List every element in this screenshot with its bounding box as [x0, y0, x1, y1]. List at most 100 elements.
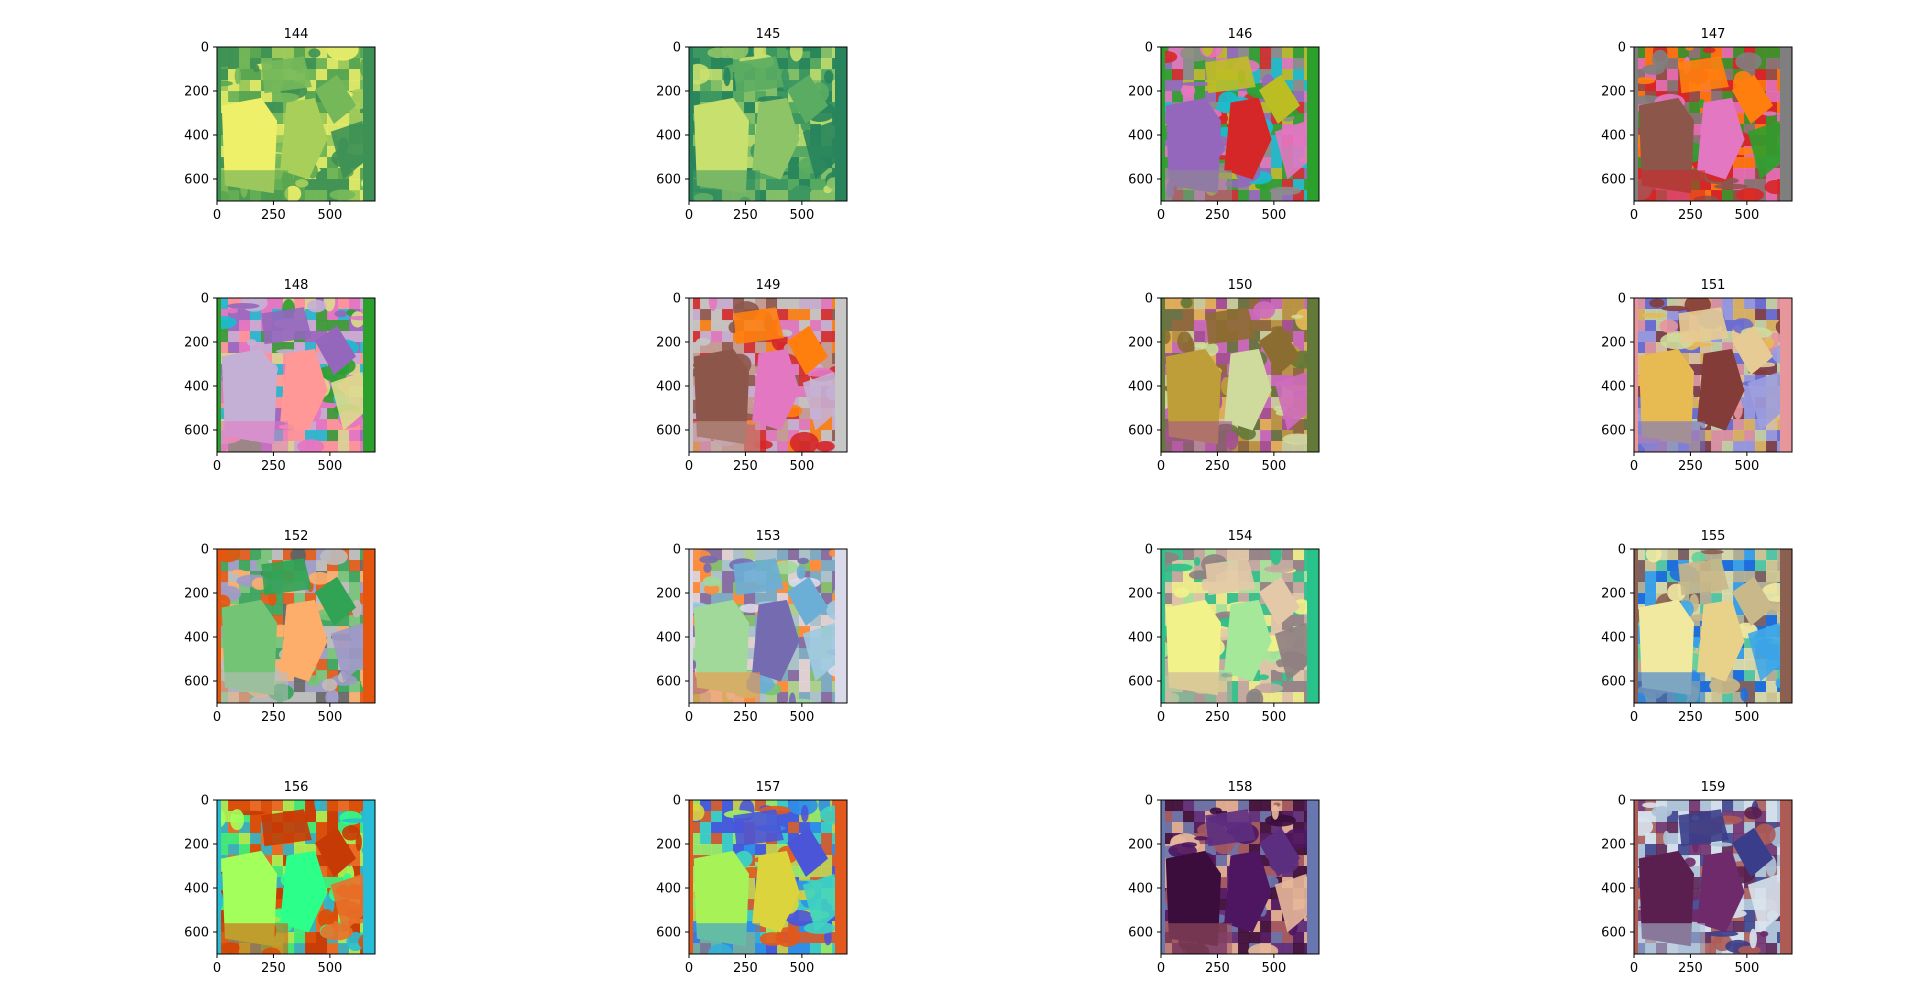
panel-image [1161, 549, 1319, 703]
y-tick-label: 200 [184, 587, 209, 602]
x-tick-label: 250 [1678, 459, 1703, 474]
x-tick-label: 250 [1678, 961, 1703, 976]
panel-title: 149 [756, 278, 781, 293]
y-tick-label: 600 [656, 424, 681, 439]
panel-title: 159 [1701, 780, 1726, 795]
panel-frame [1633, 297, 1793, 453]
panel-image [689, 298, 847, 452]
panel-title: 144 [284, 27, 309, 42]
x-tick-label: 250 [1205, 961, 1230, 976]
x-tick-label: 0 [685, 710, 693, 725]
x-tick-label: 0 [1630, 459, 1638, 474]
panel-frame [1633, 548, 1793, 704]
x-tick-label: 0 [213, 710, 221, 725]
panel-title: 145 [756, 27, 781, 42]
x-tick-label: 0 [685, 459, 693, 474]
panel: 159 0 250 500 0 200 400 600 [1601, 780, 1793, 976]
y-tick-label: 0 [1618, 794, 1626, 809]
y-tick-label: 400 [184, 380, 209, 395]
x-tick-label: 0 [1630, 961, 1638, 976]
x-tick-label: 0 [1630, 208, 1638, 223]
panel-title: 158 [1228, 780, 1253, 795]
y-tick-label: 200 [1128, 838, 1153, 853]
x-tick-label: 500 [789, 459, 814, 474]
y-tick-label: 0 [201, 543, 209, 558]
y-tick-label: 600 [1128, 173, 1153, 188]
panel-frame [216, 46, 376, 202]
x-tick-label: 0 [213, 459, 221, 474]
y-tick-label: 200 [1128, 85, 1153, 100]
y-tick-label: 600 [1601, 675, 1626, 690]
y-tick-label: 400 [184, 631, 209, 646]
y-tick-label: 200 [1601, 838, 1626, 853]
panel-frame [216, 799, 376, 955]
y-tick-label: 200 [1128, 336, 1153, 351]
x-tick-label: 0 [1157, 459, 1165, 474]
panel-frame [1160, 297, 1320, 453]
y-tick-label: 600 [656, 675, 681, 690]
x-tick-label: 0 [1157, 961, 1165, 976]
panel-image [1161, 47, 1319, 201]
x-tick-label: 500 [317, 961, 342, 976]
y-tick-label: 400 [656, 380, 681, 395]
y-tick-label: 600 [1601, 424, 1626, 439]
x-tick-label: 250 [733, 459, 758, 474]
y-tick-label: 400 [1128, 882, 1153, 897]
y-tick-label: 600 [1601, 173, 1626, 188]
panel-title: 153 [756, 529, 781, 544]
x-tick-label: 250 [1205, 208, 1230, 223]
x-tick-label: 0 [213, 208, 221, 223]
panel: 154 0 250 500 0 200 400 600 [1128, 529, 1320, 725]
x-tick-label: 0 [1630, 710, 1638, 725]
panel: 145 0 250 500 0 200 400 600 [656, 27, 848, 223]
panel: 157 0 250 500 0 200 400 600 [656, 780, 848, 976]
y-tick-label: 400 [1601, 882, 1626, 897]
panel: 152 0 250 500 0 200 400 600 [184, 529, 376, 725]
x-tick-label: 250 [261, 710, 286, 725]
x-tick-label: 0 [1157, 208, 1165, 223]
y-tick-label: 0 [1145, 292, 1153, 307]
panel: 149 0 250 500 0 200 400 600 [656, 278, 848, 474]
y-tick-label: 0 [1618, 543, 1626, 558]
y-tick-label: 0 [673, 543, 681, 558]
y-tick-label: 0 [201, 292, 209, 307]
panel-title: 146 [1228, 27, 1253, 42]
panel: 146 0 250 500 0 200 400 600 [1128, 27, 1320, 223]
y-tick-label: 0 [1145, 543, 1153, 558]
x-tick-label: 500 [317, 459, 342, 474]
y-tick-label: 200 [656, 838, 681, 853]
panel-image [1634, 47, 1792, 201]
y-tick-label: 400 [656, 882, 681, 897]
y-tick-label: 400 [656, 631, 681, 646]
x-tick-label: 500 [789, 961, 814, 976]
x-tick-label: 500 [1261, 961, 1286, 976]
y-tick-label: 400 [184, 129, 209, 144]
y-tick-label: 400 [1128, 631, 1153, 646]
panel: 150 0 250 500 0 200 400 600 [1128, 278, 1320, 474]
panel-image [689, 549, 847, 703]
x-tick-label: 250 [733, 710, 758, 725]
panel-image [1634, 800, 1792, 954]
y-tick-label: 600 [184, 173, 209, 188]
x-tick-label: 500 [1734, 710, 1759, 725]
y-tick-label: 600 [656, 926, 681, 941]
panel-frame [1160, 46, 1320, 202]
panel-image [1161, 800, 1319, 954]
panel-frame [1160, 799, 1320, 955]
y-tick-label: 200 [1601, 85, 1626, 100]
panel-title: 147 [1701, 27, 1726, 42]
y-tick-label: 0 [673, 794, 681, 809]
y-tick-label: 600 [184, 424, 209, 439]
panel-frame [688, 46, 848, 202]
panel-title: 156 [284, 780, 309, 795]
y-tick-label: 400 [656, 129, 681, 144]
y-tick-label: 200 [1601, 336, 1626, 351]
y-tick-label: 400 [1601, 380, 1626, 395]
y-tick-label: 0 [1145, 41, 1153, 56]
x-tick-label: 500 [1734, 961, 1759, 976]
panel-title: 152 [284, 529, 309, 544]
x-tick-label: 250 [1205, 459, 1230, 474]
panel-image [1634, 549, 1792, 703]
x-tick-label: 0 [1157, 710, 1165, 725]
